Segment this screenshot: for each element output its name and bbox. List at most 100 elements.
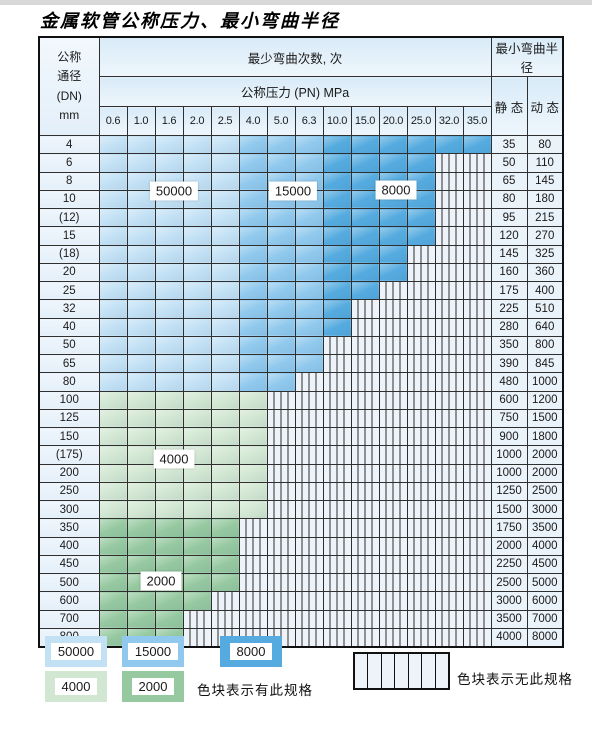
no-spec-cell [406,244,436,264]
no-spec-cell [434,317,464,337]
static-radius-value: 225 [490,299,528,319]
no-spec-cell [350,335,380,356]
no-spec-cell [378,499,408,520]
spec-cell-50000 [210,171,240,191]
dynamic-radius-value: 7000 [526,609,564,629]
spec-cell-50000 [210,299,240,319]
no-spec-cell [462,189,492,210]
spec-cell-15000 [238,353,268,374]
static-radius-value: 2000 [490,536,528,556]
spec-cell-50000 [210,280,240,301]
no-spec-cell [406,609,436,629]
static-radius-value: 390 [490,353,528,374]
no-spec-cell [434,207,464,228]
table-row: (175) 1000 2000 [38,445,564,465]
no-spec-cell [406,280,436,301]
no-spec-cell [406,390,436,410]
no-spec-cell [294,591,324,611]
dynamic-radius-value: 1000 [526,372,564,392]
dynamic-radius-value: 110 [526,153,564,173]
dynamic-radius-value: 845 [526,353,564,374]
dynamic-column-header: 动 态 [526,76,564,136]
no-spec-hatch-cell [422,654,436,688]
spec-cell-15000 [238,335,268,356]
spec-cell-50000 [126,372,156,392]
spec-cell-2000 [182,536,212,556]
no-spec-cell [378,627,408,648]
no-spec-cell [350,463,380,483]
pressure-tick: 25.0 [406,106,436,136]
dynamic-radius-value: 325 [526,244,564,264]
legend-swatch-label: 15000 [127,643,179,660]
dn-label: 40 [38,317,100,337]
no-spec-cell [462,390,492,410]
table-row: 500 2500 5000 [38,572,564,593]
spec-cell-50000 [126,134,156,155]
no-spec-cell [462,554,492,575]
dynamic-radius-value: 1800 [526,426,564,447]
legend-swatch-8000: 8000 [220,636,282,667]
spec-cell-4000 [238,426,268,447]
no-spec-cell [210,609,240,629]
pressure-tick: 35.0 [462,106,492,136]
no-spec-cell [378,609,408,629]
no-spec-cell [378,536,408,556]
spec-cell-15000 [238,280,268,301]
static-radius-value: 480 [490,372,528,392]
no-spec-cell [238,591,268,611]
dynamic-radius-value: 1200 [526,390,564,410]
spec-cell-8000 [462,134,492,155]
spec-cell-50000 [154,153,184,173]
static-radius-value: 145 [490,244,528,264]
spec-cell-2000 [154,609,184,629]
dn-label: 50 [38,335,100,356]
no-spec-cell [266,518,296,538]
no-spec-cell [462,171,492,191]
spec-cell-50000 [210,335,240,356]
legend-swatch-label: 8000 [229,643,273,660]
dn-label: (18) [38,244,100,264]
static-radius-value: 35 [490,134,528,155]
dynamic-radius-value: 800 [526,335,564,356]
spec-cell-50000 [98,244,128,264]
spec-cell-2000 [126,591,156,611]
pressure-tick: 1.0 [126,106,156,136]
pressure-tick: 4.0 [238,106,268,136]
no-spec-cell [462,262,492,283]
spec-cell-50000 [154,353,184,374]
spec-cell-15000 [238,299,268,319]
no-spec-cell [462,627,492,648]
table-row: 700 3500 7000 [38,609,564,629]
no-spec-cell [294,554,324,575]
dn-label: 80 [38,372,100,392]
no-spec-cell [406,335,436,356]
spec-cell-2000 [126,609,156,629]
no-spec-cell [294,536,324,556]
spec-cell-4000 [210,426,240,447]
dn-label: 300 [38,499,100,520]
legend-no-spec-text: 色块表示无此规格 [457,672,573,687]
no-spec-cell [182,627,212,648]
spec-cell-4000 [210,481,240,502]
no-spec-cell [434,481,464,502]
dynamic-radius-value: 5000 [526,572,564,593]
no-spec-cell [406,518,436,538]
spec-cell-15000 [294,335,324,356]
spec-cell-4000 [154,481,184,502]
no-spec-cell [238,572,268,593]
spec-cell-50000 [98,171,128,191]
no-spec-cell [406,353,436,374]
no-spec-cell [406,408,436,429]
spec-cell-4000 [98,481,128,502]
spec-cell-8000 [434,134,464,155]
spec-cell-8000 [406,134,436,155]
no-spec-cell [266,481,296,502]
no-spec-cell [434,572,464,593]
spec-cell-8000 [350,134,380,155]
spec-cell-8000 [322,317,352,337]
dn-label: 700 [38,609,100,629]
no-spec-cell [378,408,408,429]
spec-cell-50000 [154,299,184,319]
spec-cell-50000 [182,299,212,319]
spec-cell-2000 [154,591,184,611]
